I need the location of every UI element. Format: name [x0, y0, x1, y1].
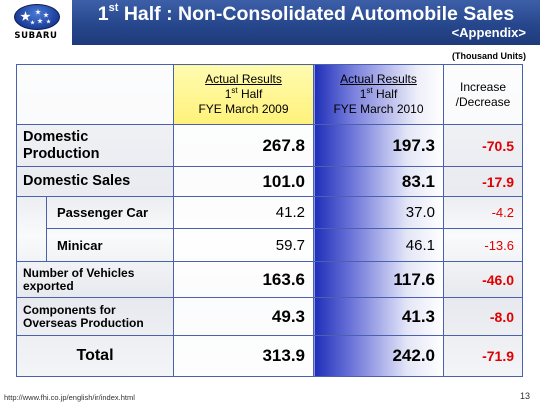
- page-title: 1st Half : Non-Consolidated Automobile S…: [97, 2, 515, 25]
- value-change: -13.6: [443, 228, 523, 262]
- page-subtitle: <Appendix>: [451, 25, 526, 40]
- header-change: Increase /Decrease: [443, 64, 523, 125]
- table-row-total: Total 313.9 242.0 -71.9: [16, 335, 523, 377]
- table-row: Components for Overseas Production 49.3 4…: [16, 297, 523, 336]
- value-change: -71.9: [443, 335, 523, 377]
- header-bar: SUBARU 1st Half : Non-Consolidated Autom…: [0, 0, 540, 45]
- row-label-vehicles-exported: Number of Vehicles exported: [16, 261, 174, 298]
- row-label-overseas-components: Components for Overseas Production: [16, 297, 174, 336]
- footer-url[interactable]: http://www.fhi.co.jp/english/ir/index.ht…: [4, 393, 135, 402]
- value-fye2010: 83.1: [313, 166, 444, 197]
- value-fye2010: 242.0: [313, 335, 444, 377]
- header-fye2009: Actual Results 1st Half FYE March 2009: [173, 64, 314, 125]
- table-row: Minicar 59.7 46.1 -13.6: [17, 228, 523, 262]
- value-change: -46.0: [443, 261, 523, 298]
- value-fye2009: 101.0: [173, 166, 314, 197]
- value-fye2009: 313.9: [173, 335, 314, 377]
- row-label-domestic-production: Domestic Production: [16, 124, 174, 167]
- sales-table: Actual Results 1st Half FYE March 2009 A…: [16, 64, 523, 377]
- value-fye2010: 117.6: [313, 261, 444, 298]
- value-change: -70.5: [443, 124, 523, 167]
- value-fye2010: 46.1: [313, 228, 444, 262]
- header-fye2010: Actual Results 1st Half FYE March 2010: [313, 64, 444, 125]
- page-number: 13: [519, 391, 530, 401]
- value-fye2009: 163.6: [173, 261, 314, 298]
- value-fye2010: 41.3: [313, 297, 444, 336]
- units-label: (Thousand Units): [452, 51, 526, 61]
- table-row: Number of Vehicles exported 163.6 117.6 -…: [16, 261, 523, 298]
- value-change: -8.0: [443, 297, 523, 336]
- table-row: Domestic Production 267.8 197.3 -70.5: [16, 124, 523, 167]
- subaru-pleiades-logo-icon: [14, 4, 60, 30]
- logo-text: SUBARU: [14, 31, 58, 41]
- indent-spacer: [16, 196, 47, 262]
- value-change: -4.2: [443, 196, 523, 229]
- value-fye2009: 59.7: [173, 228, 314, 262]
- value-fye2009: 49.3: [173, 297, 314, 336]
- header-corner-cell: [16, 64, 174, 125]
- logo: SUBARU: [0, 0, 72, 45]
- value-fye2010: 197.3: [313, 124, 444, 167]
- table-header-row: Actual Results 1st Half FYE March 2009 A…: [16, 64, 523, 125]
- value-fye2009: 267.8: [173, 124, 314, 167]
- row-label-total: Total: [16, 335, 174, 377]
- table-row: Domestic Sales 101.0 83.1 -17.9: [16, 166, 523, 197]
- value-change: -17.9: [443, 166, 523, 197]
- value-fye2010: 37.0: [313, 196, 444, 229]
- table-row: Passenger Car 41.2 37.0 -4.2: [16, 196, 523, 262]
- row-label-domestic-sales: Domestic Sales: [16, 166, 174, 197]
- row-label-passenger-car: Passenger Car: [46, 196, 174, 229]
- value-fye2009: 41.2: [173, 196, 314, 229]
- row-label-minicar: Minicar: [46, 228, 174, 262]
